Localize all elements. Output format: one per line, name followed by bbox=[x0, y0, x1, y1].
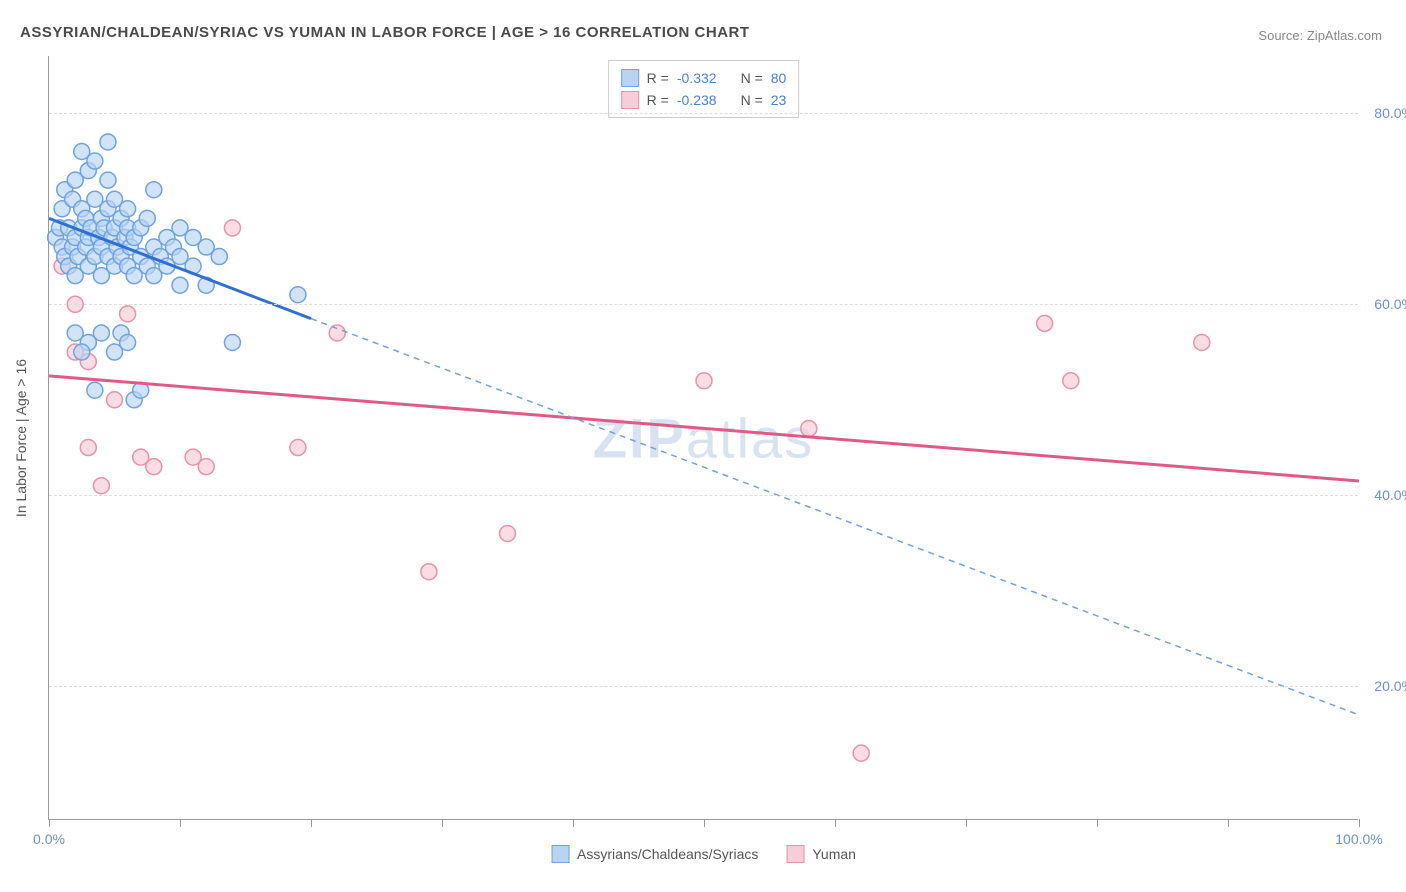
x-tick bbox=[835, 819, 836, 827]
scatter-point bbox=[74, 344, 90, 360]
y-tick-label: 40.0% bbox=[1374, 487, 1406, 503]
y-tick-label: 80.0% bbox=[1374, 105, 1406, 121]
y-tick-label: 60.0% bbox=[1374, 296, 1406, 312]
x-tick-label: 0.0% bbox=[33, 831, 65, 847]
swatch-bottom-2 bbox=[786, 845, 804, 863]
n-value-2: 23 bbox=[771, 89, 787, 111]
y-axis-title: In Labor Force | Age > 16 bbox=[13, 358, 29, 516]
scatter-point bbox=[198, 459, 214, 475]
grid-line bbox=[49, 113, 1358, 114]
trend-line-yuman bbox=[49, 376, 1359, 481]
scatter-point bbox=[120, 335, 136, 351]
stats-row-series-1: R = -0.332 N = 80 bbox=[621, 67, 787, 89]
scatter-point bbox=[172, 277, 188, 293]
scatter-point bbox=[696, 373, 712, 389]
source-value: ZipAtlas.com bbox=[1307, 28, 1382, 43]
x-tick bbox=[573, 819, 574, 827]
scatter-point bbox=[1063, 373, 1079, 389]
scatter-point bbox=[329, 325, 345, 341]
scatter-point bbox=[224, 220, 240, 236]
scatter-point bbox=[100, 172, 116, 188]
stats-legend: R = -0.332 N = 80 R = -0.238 N = 23 bbox=[608, 60, 800, 118]
scatter-point bbox=[290, 440, 306, 456]
x-tick bbox=[1228, 819, 1229, 827]
x-tick bbox=[442, 819, 443, 827]
scatter-point bbox=[80, 440, 96, 456]
scatter-point bbox=[87, 153, 103, 169]
grid-line bbox=[49, 304, 1358, 305]
x-tick bbox=[1097, 819, 1098, 827]
scatter-point bbox=[198, 239, 214, 255]
source-label: Source: bbox=[1258, 28, 1303, 43]
scatter-point bbox=[290, 287, 306, 303]
x-tick bbox=[1359, 819, 1360, 827]
scatter-point bbox=[93, 478, 109, 494]
trend-line-assyrian-dashed bbox=[311, 319, 1359, 715]
swatch-series-2 bbox=[621, 91, 639, 109]
chart-title: ASSYRIAN/CHALDEAN/SYRIAC VS YUMAN IN LAB… bbox=[20, 24, 750, 41]
x-tick bbox=[311, 819, 312, 827]
plot-svg bbox=[49, 56, 1358, 819]
n-value-1: 80 bbox=[771, 67, 787, 89]
scatter-point bbox=[146, 182, 162, 198]
legend-item-series-1: Assyrians/Chaldeans/Syriacs bbox=[551, 845, 758, 863]
plot-area: In Labor Force | Age > 16 ZIPatlas R = -… bbox=[48, 56, 1358, 820]
r-label-2: R = bbox=[647, 89, 669, 111]
scatter-point bbox=[93, 325, 109, 341]
r-value-1: -0.332 bbox=[677, 67, 717, 89]
source-attribution: Source: ZipAtlas.com bbox=[1258, 28, 1382, 43]
scatter-point bbox=[120, 201, 136, 217]
swatch-series-1 bbox=[621, 69, 639, 87]
scatter-point bbox=[146, 459, 162, 475]
x-tick bbox=[704, 819, 705, 827]
scatter-point bbox=[853, 745, 869, 761]
swatch-bottom-1 bbox=[551, 845, 569, 863]
scatter-point bbox=[120, 306, 136, 322]
scatter-point bbox=[224, 335, 240, 351]
scatter-point bbox=[801, 420, 817, 436]
grid-line bbox=[49, 495, 1358, 496]
legend-label-2: Yuman bbox=[812, 846, 856, 862]
series-legend: Assyrians/Chaldeans/Syriacs Yuman bbox=[551, 845, 856, 863]
legend-label-1: Assyrians/Chaldeans/Syriacs bbox=[577, 846, 758, 862]
r-value-2: -0.238 bbox=[677, 89, 717, 111]
scatter-point bbox=[87, 382, 103, 398]
x-tick bbox=[49, 819, 50, 827]
scatter-point bbox=[500, 526, 516, 542]
x-tick-label: 100.0% bbox=[1335, 831, 1382, 847]
r-label-1: R = bbox=[647, 67, 669, 89]
scatter-point bbox=[107, 392, 123, 408]
scatter-point bbox=[1037, 315, 1053, 331]
grid-line bbox=[49, 686, 1358, 687]
legend-item-series-2: Yuman bbox=[786, 845, 856, 863]
scatter-point bbox=[139, 210, 155, 226]
y-tick-label: 20.0% bbox=[1374, 678, 1406, 694]
correlation-chart: ASSYRIAN/CHALDEAN/SYRIAC VS YUMAN IN LAB… bbox=[0, 0, 1406, 892]
scatter-point bbox=[421, 564, 437, 580]
x-tick bbox=[180, 819, 181, 827]
scatter-point bbox=[1194, 335, 1210, 351]
x-tick bbox=[966, 819, 967, 827]
n-label-1: N = bbox=[741, 67, 763, 89]
n-label-2: N = bbox=[741, 89, 763, 111]
scatter-point bbox=[100, 134, 116, 150]
stats-row-series-2: R = -0.238 N = 23 bbox=[621, 89, 787, 111]
